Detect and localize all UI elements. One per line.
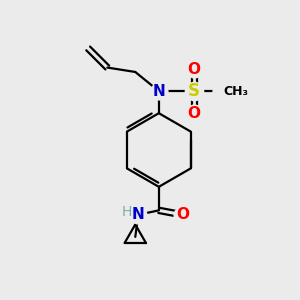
Text: H: H: [122, 206, 132, 219]
Text: O: O: [188, 61, 201, 76]
Text: N: N: [152, 84, 165, 99]
Text: S: S: [188, 82, 200, 100]
Text: O: O: [176, 207, 189, 222]
Text: CH₃: CH₃: [224, 85, 249, 98]
Text: N: N: [132, 207, 145, 222]
Text: O: O: [188, 106, 201, 121]
